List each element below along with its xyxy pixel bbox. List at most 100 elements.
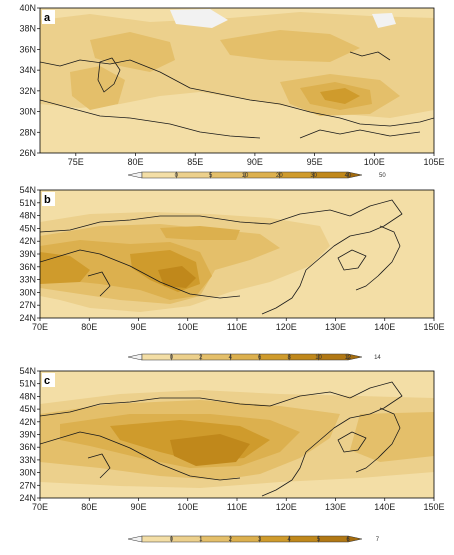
panel-a-border-line-4: [299, 129, 421, 139]
lon-tick-label: 120E: [276, 322, 297, 332]
lat-tick-label: 33N: [19, 275, 36, 285]
lon-tick-label: 110E: [227, 322, 247, 332]
lat-tick-label: 42N: [19, 236, 36, 246]
colorbar-segment: [176, 171, 211, 179]
panel-b-plateau-boundary: [40, 249, 241, 299]
colorbar-tick-label: 50: [379, 173, 386, 179]
lat-tick-label: 51N: [19, 198, 36, 208]
colorbar-tick-label: 5: [209, 173, 213, 179]
colorbar-segment: [141, 353, 172, 361]
colorbar-tick-label: 14: [374, 355, 381, 361]
colorbar-tick-label: 6: [346, 537, 350, 543]
panel-a-border-line-2: [40, 99, 261, 139]
lat-tick-label: 30N: [19, 107, 36, 117]
lat-tick-label: 39N: [19, 249, 36, 259]
panel-a-contour-30: [320, 88, 360, 104]
colorbar-max-cap: [347, 535, 363, 543]
lat-tick-label: 36N: [19, 442, 36, 452]
lat-tick-label: 30N: [19, 287, 36, 297]
lon-tick-label: 80E: [81, 502, 97, 512]
colorbar-segment: [171, 535, 202, 543]
lat-tick-label: 51N: [19, 379, 36, 389]
colorbar-segment: [171, 353, 202, 361]
lat-tick-label: 34N: [19, 65, 36, 75]
lon-tick-label: 105E: [423, 157, 444, 167]
lat-tick-label: 32N: [19, 86, 36, 96]
panel-a-colorbar: 0 5 10 20 30 40 50: [127, 171, 386, 179]
panel-c-china-coast: [261, 439, 321, 497]
panel-b-lon-ticks: 70E 80E 90E 100E 110E 120E 130E 140E 150E: [32, 318, 445, 332]
lat-tick-label: 24N: [19, 313, 36, 323]
panel-c-map: [40, 371, 434, 498]
panel-c-label-box: [42, 373, 55, 387]
lat-tick-label: 48N: [19, 211, 36, 221]
panel-c-lat-ticks: 54N 51N 48N 45N 42N 39N 36N 33N 30N 27N 24N: [19, 366, 40, 503]
panel-a-label: a: [44, 12, 51, 24]
panel-b-contour-6-north: [160, 226, 240, 240]
panel-c-contour-2-east: [350, 412, 434, 462]
lat-tick-label: 48N: [19, 391, 36, 401]
colorbar-segment: [244, 171, 280, 179]
colorbar-segment: [210, 171, 246, 179]
colorbar-segment: [318, 535, 349, 543]
panel-b-contour-0: [40, 192, 120, 200]
panel-c-lon-ticks: 70E 80E 90E 100E 110E 120E 130E 140E 150E: [32, 498, 445, 512]
lon-tick-label: 130E: [325, 322, 346, 332]
panel-b-china-coast: [261, 257, 321, 315]
lat-tick-label: 45N: [19, 404, 36, 414]
colorbar-segment: [279, 171, 314, 179]
lat-tick-label: 27N: [19, 480, 36, 490]
panel-b-contour-8-west: [40, 252, 90, 284]
colorbar-tick-label: 20: [276, 173, 283, 179]
panel-a-border-line-1: [97, 57, 121, 93]
lat-tick-label: 24N: [19, 493, 36, 503]
lon-tick-label: 70E: [32, 322, 48, 332]
colorbar-segment: [288, 353, 319, 361]
colorbar-tick-label: 2: [199, 355, 203, 361]
panel-b-korea: [337, 249, 367, 271]
panel-c-korea: [337, 431, 367, 453]
lat-tick-label: 26N: [19, 148, 36, 158]
colorbar-tick-label: 5: [317, 537, 321, 543]
panel-c-colorbar: 0 1 2 3 4 5 6 7: [127, 535, 380, 543]
lon-tick-label: 140E: [374, 322, 395, 332]
lat-tick-label: 30N: [19, 468, 36, 478]
colorbar-segment: [288, 535, 319, 543]
lat-tick-label: 28N: [19, 127, 36, 137]
colorbar-tick-label: 1: [199, 537, 203, 543]
panel-a-lat-ticks: 40N 38N 36N 34N 32N 30N 28N 26N: [19, 3, 40, 158]
lon-tick-label: 90E: [130, 322, 146, 332]
colorbar-tick-label: 40: [345, 173, 352, 179]
colorbar-tick-label: 4: [229, 355, 233, 361]
lon-tick-label: 95E: [307, 157, 323, 167]
lon-tick-label: 85E: [187, 157, 203, 167]
panel-b-northern-border: [40, 209, 351, 233]
panel-a-lon-ticks: 75E 80E 85E 90E 95E 100E 105E: [68, 153, 445, 167]
panel-a-plateau-boundary: [40, 59, 434, 127]
colorbar-segment: [200, 353, 231, 361]
lon-tick-label: 110E: [227, 502, 247, 512]
panel-a-label-box: [42, 10, 55, 24]
colorbar-min-cap: [127, 535, 143, 543]
panel-b: b 54N 51N 48N 45N 42N 39N 36N 33N 30N 27N 24N 70E 8…: [19, 185, 444, 361]
panel-a-contour-below-0-east: [372, 13, 396, 28]
colorbar-tick-label: 7: [376, 537, 380, 543]
panel-a-border-line-3: [349, 51, 391, 61]
colorbar-tick-label: 10: [315, 355, 322, 361]
colorbar-tick-label: 0: [170, 537, 174, 543]
lat-tick-label: 40N: [19, 3, 36, 13]
panel-c-plateau-boundary: [40, 431, 241, 481]
lon-tick-label: 75E: [68, 157, 84, 167]
panel-c-northern-border: [40, 391, 351, 417]
colorbar-segment: [141, 171, 177, 179]
panel-a-contour-below-0-north: [170, 9, 228, 28]
panel-a-contour-10-pamir: [70, 66, 125, 110]
colorbar-segment: [141, 535, 172, 543]
panel-c-border-line-1: [87, 453, 111, 479]
colorbar-tick-label: 10: [242, 173, 249, 179]
colorbar-segment: [230, 535, 260, 543]
lon-tick-label: 100E: [177, 322, 198, 332]
panel-c: c 54N 51N 48N 45N 42N 39N 36N 33N 30N 27N 24N 70E 8…: [19, 366, 444, 543]
lat-tick-label: 36N: [19, 44, 36, 54]
panel-b-border-line-1: [87, 271, 111, 297]
